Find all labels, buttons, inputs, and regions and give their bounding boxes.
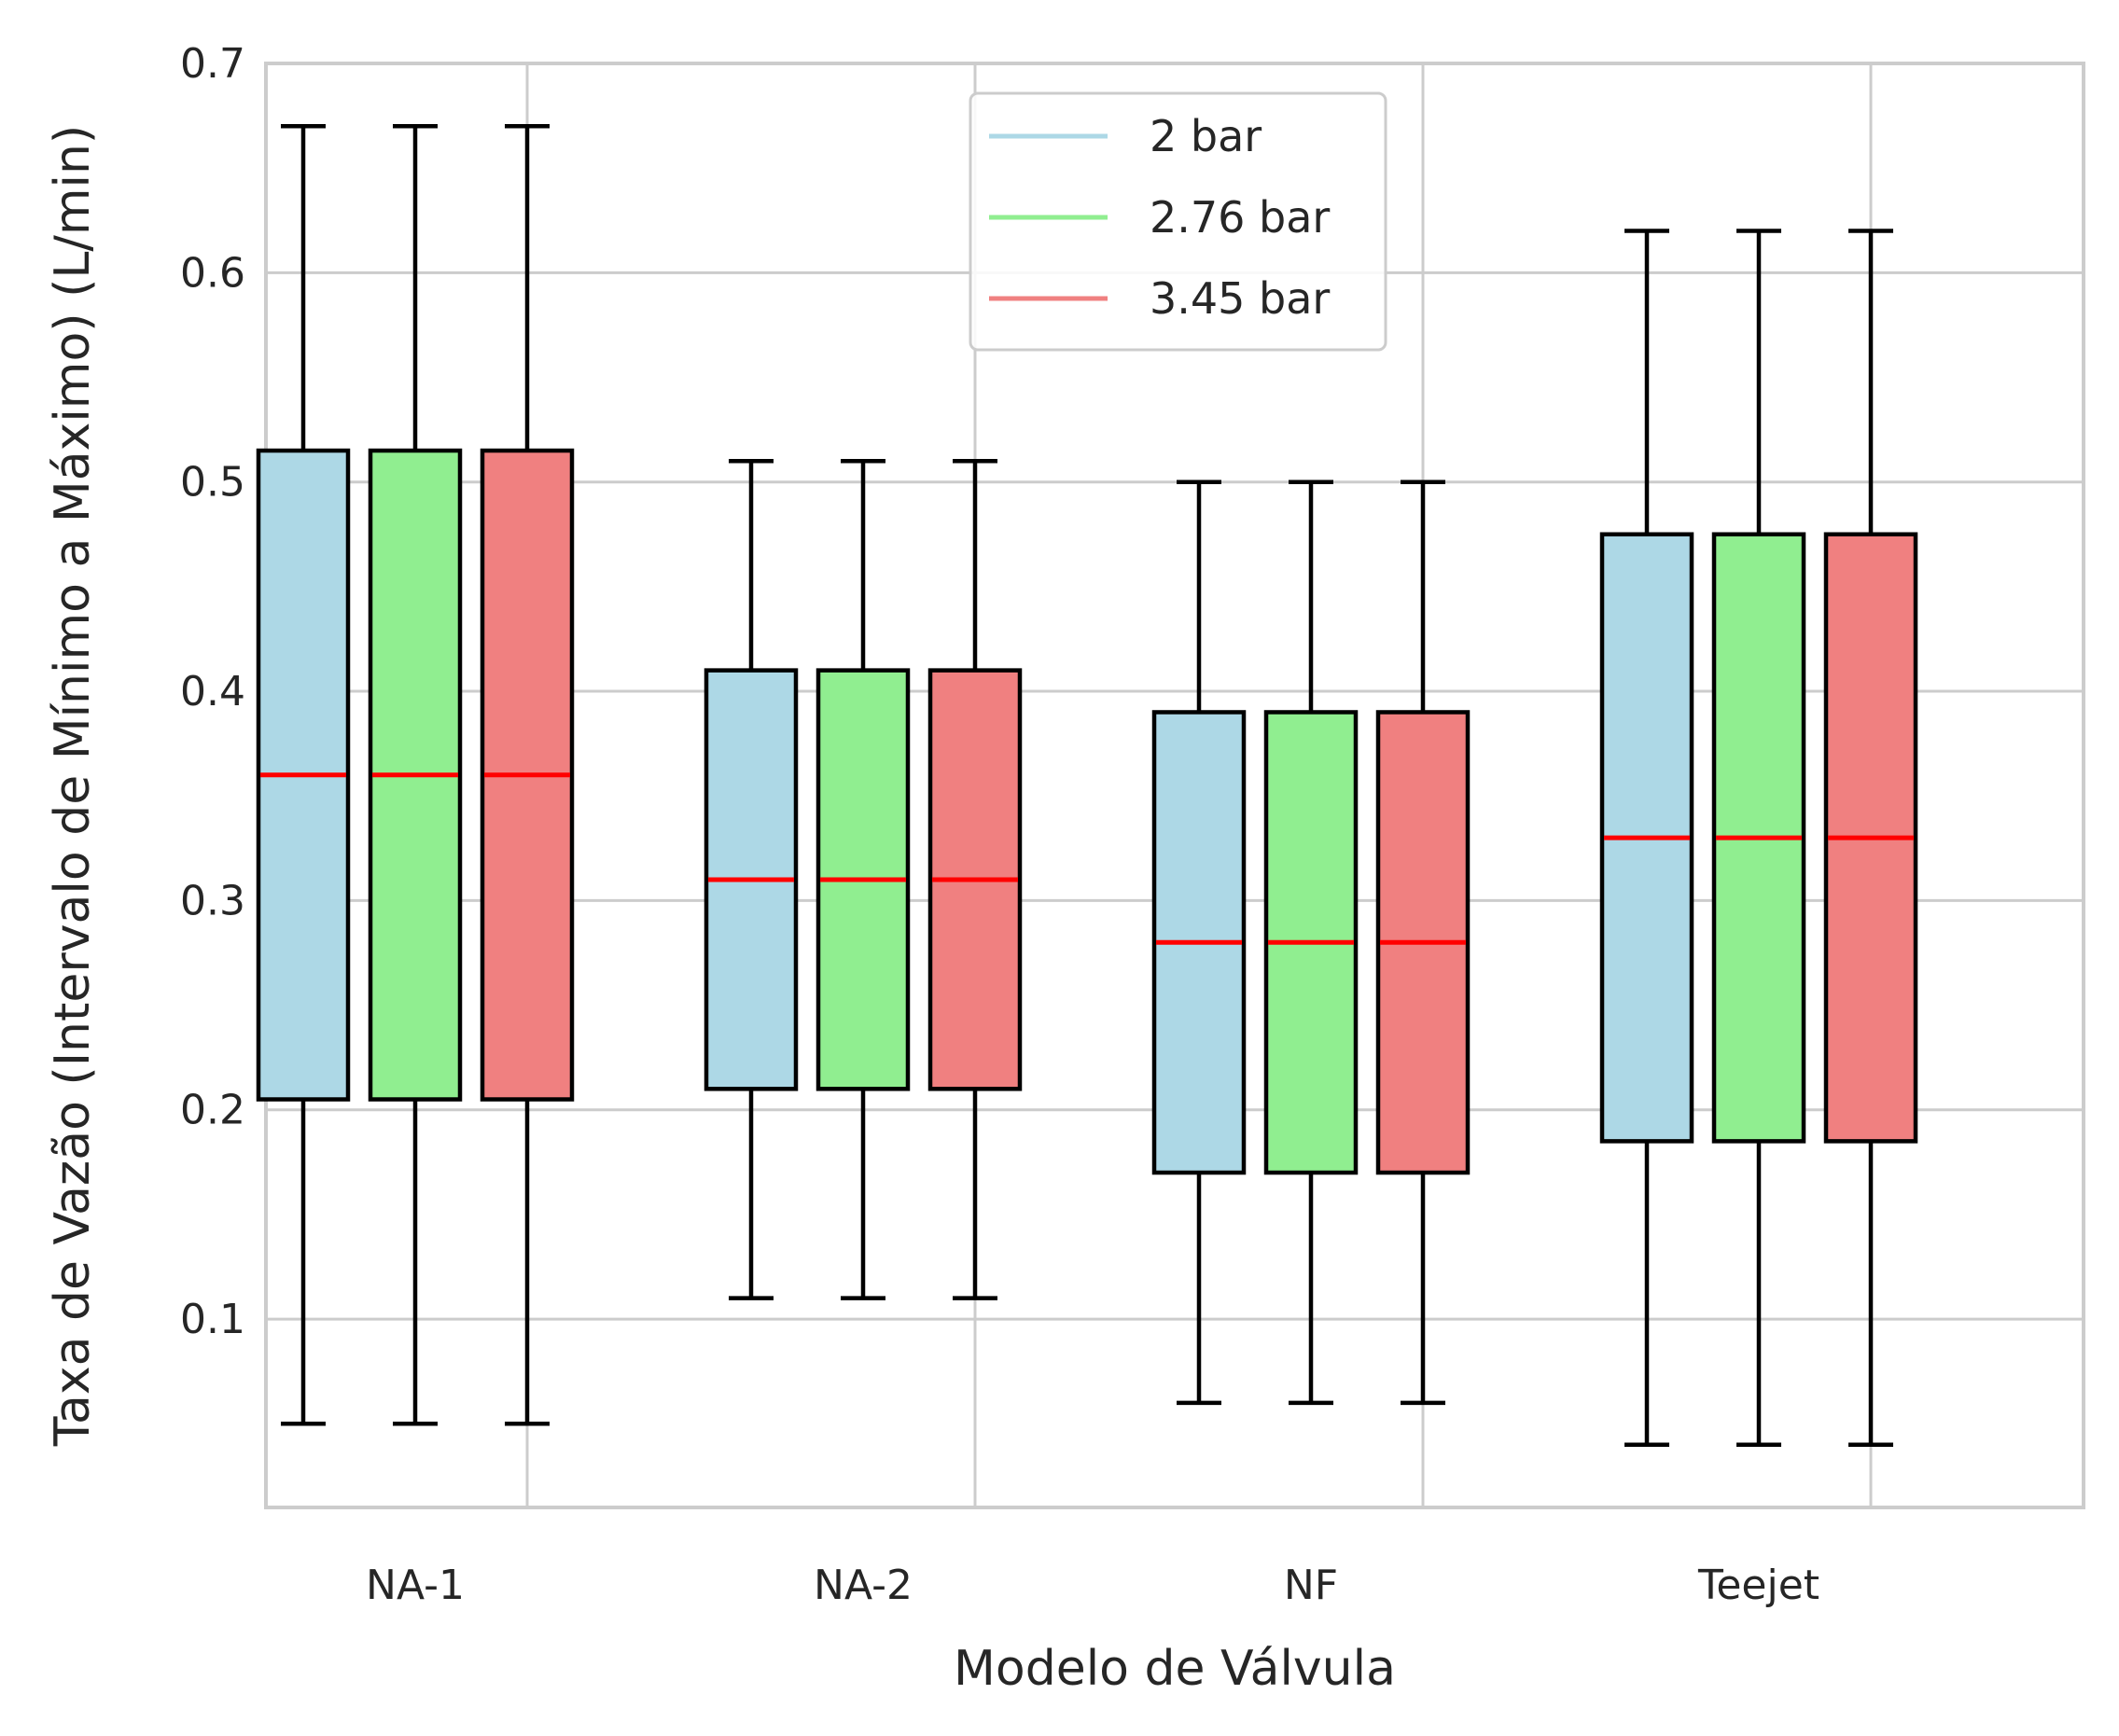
box-NA-1-3.45-bar [480, 124, 575, 1426]
box-NA-2-2-bar [704, 459, 799, 1300]
y-tick-label: 0.1 [180, 1296, 245, 1343]
y-tick-labels: 0.1 0.2 0.3 0.4 0.5 0.6 0.7 [180, 40, 245, 1343]
legend: 2 bar 2.76 bar 3.45 bar [969, 91, 1387, 352]
legend-label: 2.76 bar [1150, 192, 1330, 243]
y-tick-label: 0.6 [180, 249, 245, 297]
box-NF-3.45-bar [1375, 479, 1471, 1406]
box-Teejet-2.76-bar [1711, 229, 1806, 1447]
box-Teejet-3.45-bar [1823, 229, 1918, 1447]
x-tick-label: NA-2 [814, 1562, 913, 1609]
y-tick-label: 0.4 [180, 668, 245, 715]
y-tick-label: 0.3 [180, 877, 245, 924]
x-axis-label: Modelo de Válvula [954, 1641, 1396, 1697]
x-tick-label: NA-1 [366, 1562, 465, 1609]
box-NA-1-2-bar [256, 124, 351, 1426]
legend-label: 2 bar [1150, 111, 1262, 161]
box-Teejet-2-bar [1599, 229, 1694, 1447]
x-tick-label: Teejet [1697, 1562, 1819, 1609]
box-NF-2-bar [1151, 479, 1247, 1406]
y-tick-label: 0.7 [180, 40, 245, 88]
box-NF-2.76-bar [1263, 479, 1359, 1406]
y-axis-label: Taxa de Vazão (Intervalo de Mínimo a Máx… [45, 125, 101, 1447]
y-tick-label: 0.5 [180, 459, 245, 507]
y-tick-label: 0.2 [180, 1087, 245, 1134]
legend-frame [969, 91, 1387, 352]
x-tick-labels: NA-1 NA-2 NF Teejet [366, 1562, 1819, 1609]
box-NA-2-2.76-bar [816, 459, 911, 1300]
legend-label: 3.45 bar [1150, 273, 1330, 324]
legend-entries: 2 bar 2.76 bar 3.45 bar [989, 111, 1330, 324]
box-NA-2-3.45-bar [927, 459, 1023, 1300]
x-tick-label: NF [1284, 1562, 1338, 1609]
box-NA-1-2.76-bar [368, 124, 463, 1426]
boxes [256, 124, 1918, 1447]
